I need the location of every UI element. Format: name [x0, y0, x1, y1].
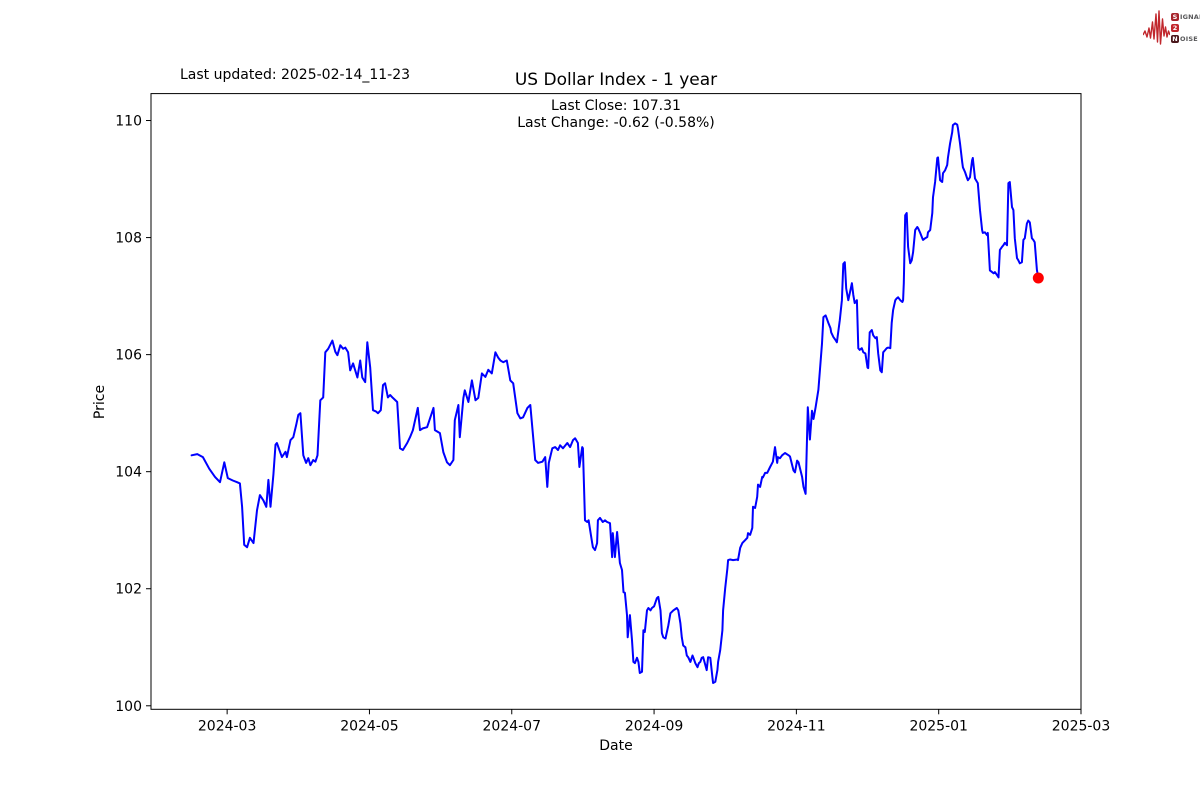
price-line — [190, 122, 1040, 684]
x-tick-label: 2024-05 — [340, 718, 399, 734]
logo-number-2: 2 — [1171, 24, 1179, 32]
last-price-marker — [1032, 272, 1044, 284]
y-tick-label: 110 — [115, 114, 142, 130]
last-change-text: Last Change: -0.62 (-0.58%) — [517, 115, 715, 131]
logo-row-noise: N OISE — [1171, 35, 1200, 44]
x-tick-label: 2024-11 — [767, 718, 826, 734]
logo-text: S IGNAL 2 N OISE — [1171, 12, 1200, 45]
signal2noise-logo: S IGNAL 2 N OISE — [1143, 6, 1200, 50]
x-tick-label: 2024-03 — [198, 718, 257, 734]
logo-row-2: 2 — [1171, 24, 1200, 33]
y-tick-label: 108 — [115, 231, 142, 247]
page-title: US Dollar Index - 1 year — [514, 70, 718, 90]
x-tick-label: 2025-01 — [909, 718, 968, 734]
x-axis-label: Date — [599, 738, 633, 754]
logo-letter-n: N — [1171, 35, 1179, 43]
last-updated-text: Last updated: 2025-02-14_11-23 — [180, 67, 411, 83]
logo-letter-s: S — [1171, 13, 1179, 21]
y-axis-label: Price — [92, 384, 108, 420]
x-tick-label: 2024-09 — [625, 718, 684, 734]
logo-noise-rest: OISE — [1180, 35, 1198, 43]
heartbeat-waveform-icon — [1143, 10, 1170, 45]
y-tick-label: 100 — [115, 699, 142, 715]
x-tick-label: 2024-07 — [483, 718, 542, 734]
y-tick-label: 104 — [115, 465, 142, 481]
y-tick-label: 102 — [115, 582, 142, 598]
last-close-text: Last Close: 107.31 — [551, 98, 681, 114]
logo-row-signal: S IGNAL — [1171, 13, 1200, 22]
x-tick-label: 2025-03 — [1052, 718, 1111, 734]
axes-frame — [150, 93, 1082, 710]
y-tick-label: 106 — [115, 348, 142, 364]
logo-signal-rest: IGNAL — [1180, 13, 1200, 21]
